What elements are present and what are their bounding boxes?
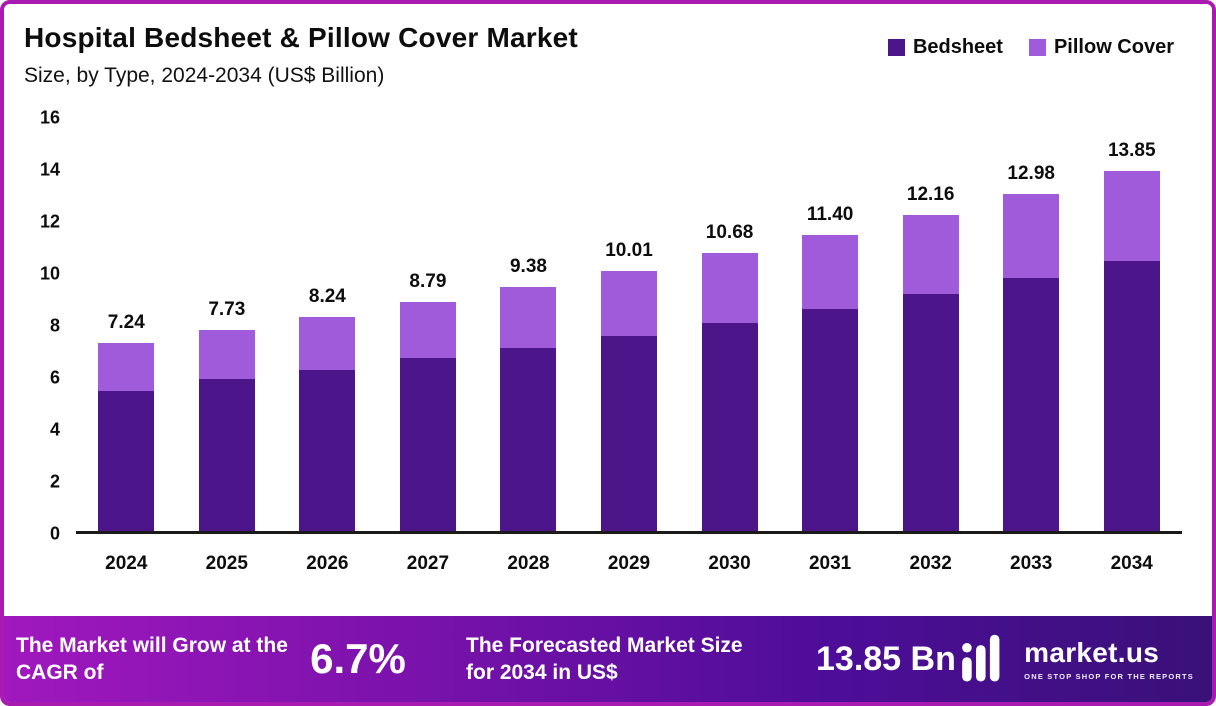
cagr-value: 6.7% <box>310 635 406 682</box>
pillow-cover-swatch-icon <box>1028 39 1046 56</box>
bar-total-label: 13.85 <box>1107 139 1156 161</box>
y-tick-label: 2 <box>49 471 60 492</box>
bar-group: 9.38 2028 <box>478 118 579 574</box>
bar-total-label: 8.24 <box>308 285 346 307</box>
bar-segment-pillow-cover <box>198 330 255 379</box>
bar-total-label: 12.16 <box>906 183 955 205</box>
bar-segment-bedsheet <box>902 294 959 531</box>
market-us-logo-icon <box>962 634 1000 682</box>
bar-segment-pillow-cover <box>1003 193 1060 278</box>
brand-logo: market.us ONE STOP SHOP FOR THE REPORTS <box>960 633 1194 685</box>
legend-item-pillow-cover: Pillow Cover <box>1028 36 1174 59</box>
legend-label: Pillow Cover <box>1053 36 1174 58</box>
forecast-label: The Forecasted Market Size for 2034 in U… <box>466 633 743 684</box>
bedsheet-swatch-icon <box>887 39 905 56</box>
page-title: Hospital Bedsheet & Pillow Cover Market <box>24 22 578 53</box>
y-tick-label: 16 <box>39 107 60 128</box>
bar-group: 8.24 2026 <box>277 118 378 574</box>
bar-group: 13.85 2034 <box>1081 118 1182 574</box>
chart-section: Hospital Bedsheet & Pillow Cover Market … <box>4 4 1212 616</box>
y-tick-label: 4 <box>49 419 60 440</box>
bar-segment-bedsheet <box>98 390 155 531</box>
bar-segment-pillow-cover <box>601 270 657 336</box>
bar-segment-pillow-cover <box>1103 170 1160 261</box>
legend-label: Bedsheet <box>912 36 1003 58</box>
y-axis: 0 2 4 6 8 10 12 14 16 <box>24 108 76 544</box>
bar-total-label: 10.01 <box>605 239 653 261</box>
bar-segment-pillow-cover <box>802 234 859 309</box>
brand-text: market.us ONE STOP SHOP FOR THE REPORTS <box>1024 637 1194 681</box>
x-axis-label: 2027 <box>406 553 450 574</box>
bar-total-label: 11.40 <box>806 203 854 225</box>
x-axis-label: 2034 <box>1110 553 1153 574</box>
x-axis-label: 2030 <box>708 553 751 574</box>
bar-group: 7.73 2025 <box>177 118 278 574</box>
forecast-value: 13.85 Bn <box>816 639 956 678</box>
bar-total-label: 7.24 <box>107 311 145 333</box>
y-tick-label: 14 <box>39 159 60 180</box>
bar-group: 10.01 2029 <box>579 118 680 574</box>
plot-area: 7.24 2024 7.73 2025 8.24 2026 8.79 2027 9.38 2028… <box>76 118 1182 574</box>
bar-group: 8.79 2027 <box>378 118 479 574</box>
y-tick-label: 6 <box>49 367 60 388</box>
bar-segment-pillow-cover <box>98 342 155 391</box>
legend-item-bedsheet: Bedsheet <box>887 36 1003 59</box>
bar-group: 7.24 2024 <box>76 118 177 574</box>
bar-total-label: 10.68 <box>705 222 754 244</box>
cagr-label: The Market will Grow at the CAGR of <box>16 633 288 684</box>
bar-total-label: 7.73 <box>208 299 246 321</box>
bar-segment-bedsheet <box>500 347 557 531</box>
bar-segment-pillow-cover <box>299 316 356 370</box>
bar-group: 10.68 2030 <box>679 118 780 574</box>
x-axis-label: 2026 <box>306 553 349 574</box>
brand-name: market.us <box>1024 637 1160 668</box>
bar-segment-bedsheet <box>802 308 859 531</box>
bar-segment-bedsheet <box>299 369 356 531</box>
bar-segment-pillow-cover <box>902 214 959 295</box>
page-subtitle: Size, by Type, 2024-2034 (US$ Billion) <box>24 64 385 87</box>
x-axis-label: 2024 <box>105 553 148 574</box>
bar-group: 12.98 2033 <box>981 118 1082 574</box>
bar-segment-pillow-cover <box>500 287 557 348</box>
bar-segment-bedsheet <box>601 336 657 531</box>
plot-row: 0 2 4 6 8 10 12 14 16 7.24 2024 7.73 2025 8.24 2026 8.… <box>24 108 1182 574</box>
y-tick-label: 0 <box>49 523 60 544</box>
bar-segment-bedsheet <box>1103 260 1160 531</box>
bar-segment-bedsheet <box>399 358 456 531</box>
x-axis-label: 2033 <box>1010 553 1053 574</box>
bar-total-label: 8.79 <box>409 271 447 293</box>
titles: Hospital Bedsheet & Pillow Cover Market … <box>24 22 578 88</box>
x-axis-label: 2025 <box>205 553 248 574</box>
brand-tagline: ONE STOP SHOP FOR THE REPORTS <box>1024 672 1194 681</box>
y-tick-label: 8 <box>49 315 60 336</box>
legend: Bedsheet Pillow Cover <box>887 36 1174 59</box>
bar-segment-pillow-cover <box>701 253 758 323</box>
x-axis-label: 2028 <box>507 553 550 574</box>
bar-segment-pillow-cover <box>399 302 456 359</box>
bar-group: 11.40 2031 <box>780 118 881 574</box>
x-axis-label: 2029 <box>607 553 651 574</box>
bar-total-label: 9.38 <box>509 256 547 278</box>
bar-group: 12.16 2032 <box>880 118 981 574</box>
bar-total-label: 12.98 <box>1007 162 1055 184</box>
x-axis-label: 2032 <box>909 553 952 574</box>
y-tick-label: 10 <box>39 263 60 284</box>
y-tick-label: 12 <box>39 211 60 232</box>
bar-segment-bedsheet <box>701 323 758 531</box>
bar-segment-bedsheet <box>1003 277 1060 531</box>
x-axis-label: 2031 <box>808 553 852 574</box>
header: Hospital Bedsheet & Pillow Cover Market … <box>24 22 1182 88</box>
bottom-banner: The Market will Grow at the CAGR of 6.7%… <box>4 616 1212 702</box>
bar-segment-bedsheet <box>198 378 255 531</box>
